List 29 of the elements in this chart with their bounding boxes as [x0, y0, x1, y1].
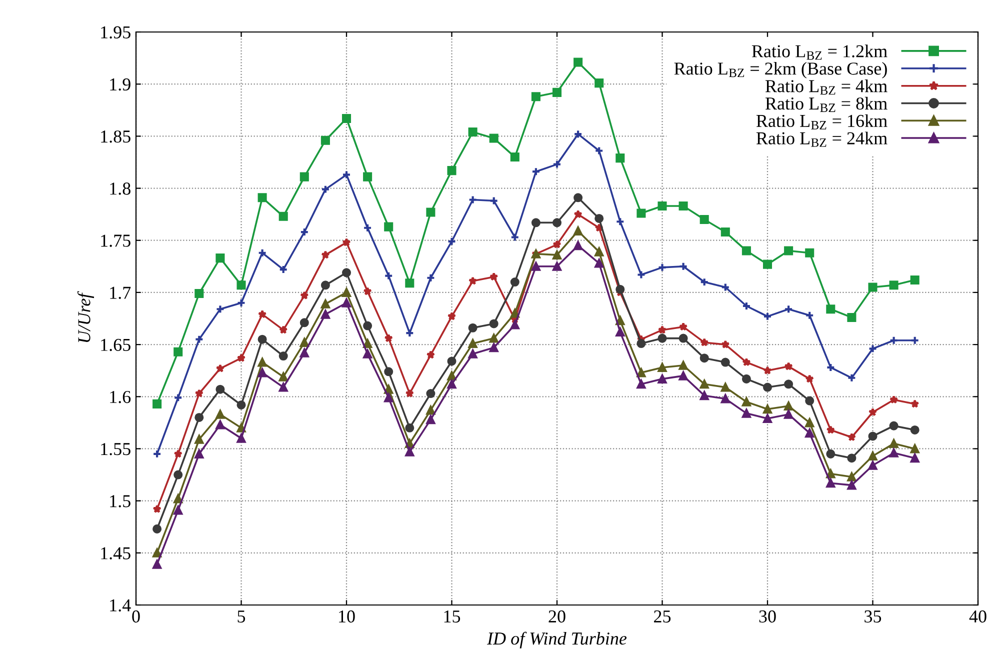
legend-label: Ratio L$_{BZ}$ = 4km: [765, 80, 888, 95]
x-tick-label: 35: [864, 610, 882, 623]
y-tick-label: 1.9: [110, 78, 130, 91]
y-tick-label: 1.7: [110, 286, 131, 299]
y-tick-label: 1.6: [110, 390, 131, 404]
y-tick-label: 1.45: [101, 547, 130, 560]
y-tick-label: 1.8: [110, 182, 130, 195]
legend-label: Ratio L$_{BZ}$ = 8km: [765, 96, 888, 112]
x-tick-label: 30: [759, 610, 776, 623]
y-axis-title: U/Uref: [77, 291, 94, 342]
legend-label: Ratio L$_{BZ}$ = 24km: [756, 132, 888, 147]
y-tick-label: 1.5: [110, 495, 130, 508]
x-tick-label: 20: [548, 610, 566, 623]
x-tick-label: 5: [238, 610, 246, 623]
y-tick-label: 1.95: [101, 26, 130, 39]
x-axis-title: ID of Wind Turbine: [486, 632, 627, 648]
y-tick-label: 1.75: [101, 234, 130, 247]
legend-label: Ratio L$_{BZ}$ = 16km: [756, 114, 888, 130]
y-tick-label: 1.4: [110, 599, 131, 612]
y-tick-label: 1.65: [101, 338, 130, 352]
x-tick-label: 15: [444, 610, 460, 623]
y-tick-label: 1.85: [101, 130, 130, 143]
x-tick-label: 0: [132, 610, 140, 623]
legend-label: Ratio L$_{BZ}$ = 1.2km: [752, 44, 888, 60]
x-tick-label: 25: [654, 610, 671, 623]
x-tick-label: 10: [339, 610, 355, 623]
legend-label: Ratio L$_{BZ}$ = 2km (Base Case): [674, 62, 887, 78]
x-tick-label: 40: [969, 610, 986, 623]
y-tick-label: 1.55: [101, 443, 130, 456]
